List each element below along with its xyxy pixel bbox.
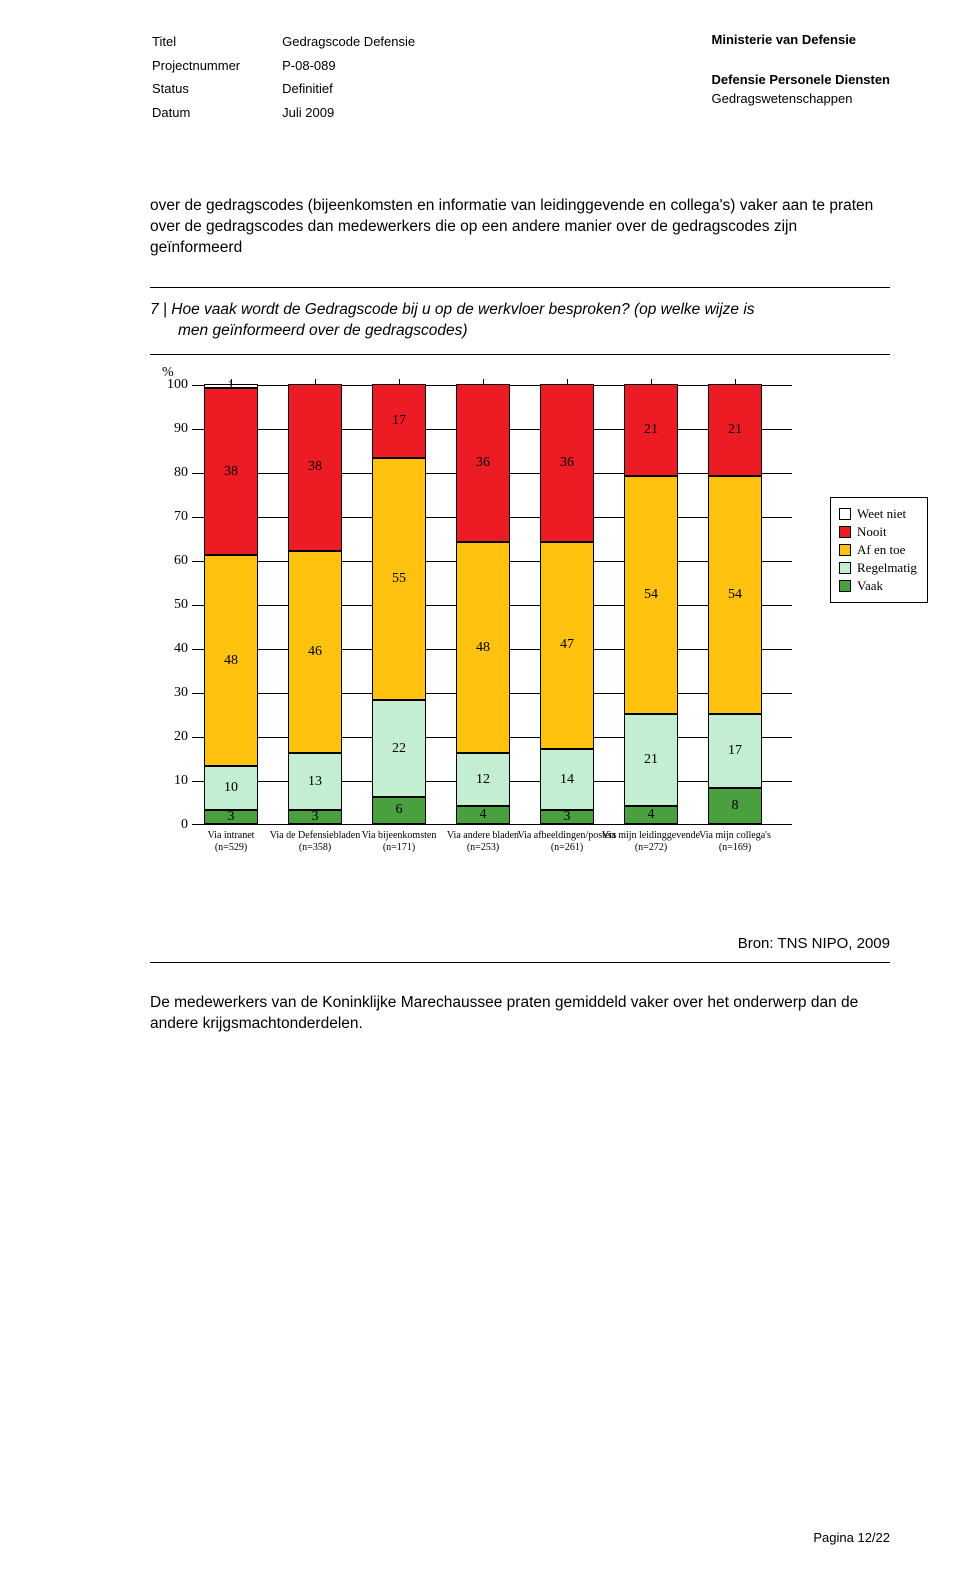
bar-value-label: 38 — [204, 464, 258, 480]
legend-item-weet_niet: Weet niet — [839, 506, 917, 522]
legend-label: Weet niet — [857, 506, 906, 522]
legend-label: Vaak — [857, 578, 883, 594]
legend-item-af_en_toe: Af en toe — [839, 542, 917, 558]
bar-value-label: 36 — [540, 455, 594, 471]
question-label: 7 | Hoe vaak wordt de Gedragscode bij u … — [150, 300, 890, 342]
legend-swatch — [839, 544, 851, 556]
bar-value-label: 10 — [204, 780, 258, 796]
y-tick-label: 100 — [160, 377, 188, 393]
y-tick-label: 40 — [160, 641, 188, 657]
bar-value-label: 21 — [624, 752, 678, 768]
legend-label: Regelmatig — [857, 560, 917, 576]
bar-value-label: 21 — [624, 422, 678, 438]
chart-legend: Weet niet Nooit Af en toe Regelmatig Vaak — [830, 497, 928, 603]
bar-value-label: 54 — [624, 587, 678, 603]
legend-item-regelmatig: Regelmatig — [839, 560, 917, 576]
chart-source-line: Bron: TNS NIPO, 2009 — [150, 935, 890, 952]
bar-value-label: 55 — [372, 571, 426, 587]
bar-value-label: 4 — [456, 807, 510, 823]
meta-status-value: Definitief — [282, 79, 455, 101]
legend-label: Nooit — [857, 524, 887, 540]
bar-column: 8175421Via mijn collega's(n=169) — [708, 385, 762, 824]
y-tick-label: 50 — [160, 597, 188, 613]
bar-value-label: 8 — [708, 798, 762, 814]
y-tick-label: 30 — [160, 685, 188, 701]
legend-item-nooit: Nooit — [839, 524, 917, 540]
bar-column: 6225517Via bijeenkomsten(n=171) — [372, 385, 426, 824]
bar-column: 3134638Via de Defensiebladen(n=358) — [288, 385, 342, 824]
legend-swatch — [839, 580, 851, 592]
bar-value-label: 4 — [624, 807, 678, 823]
meta-status-label: Status — [152, 79, 280, 101]
header-right-line1: Ministerie van Defensie — [712, 30, 890, 50]
y-tick-label: 80 — [160, 465, 188, 481]
divider-mid — [150, 354, 890, 355]
question-line2: men geïnformeerd over de gedragscodes) — [150, 321, 890, 342]
intro-paragraph: over de gedragscodes (bijeenkomsten en i… — [150, 196, 890, 259]
y-tick-label: 70 — [160, 509, 188, 525]
bar-column: 3144736Via afbeeldingen/posters(n=261) — [540, 385, 594, 824]
bar-value-label: 46 — [288, 644, 342, 660]
meta-titel-label: Titel — [152, 32, 280, 54]
meta-datum-value: Juli 2009 — [282, 103, 455, 125]
legend-swatch — [839, 508, 851, 520]
y-tick-label: 10 — [160, 773, 188, 789]
bar-column: 31048381Via intranet(n=529) — [204, 385, 258, 824]
legend-swatch — [839, 526, 851, 538]
header-right-line3: Gedragswetenschappen — [712, 89, 890, 109]
bar-value-label: 13 — [288, 774, 342, 790]
bar-value-label: 17 — [372, 413, 426, 429]
meta-titel-value: Gedragscode Defensie — [282, 32, 455, 54]
y-tick-label: 20 — [160, 729, 188, 745]
conclusion-paragraph: De medewerkers van de Koninklijke Marech… — [150, 993, 890, 1035]
divider-top — [150, 287, 890, 288]
bar-value-label: 17 — [708, 743, 762, 759]
y-tick-label: 60 — [160, 553, 188, 569]
bar-value-label: 48 — [456, 640, 510, 656]
bar-value-label: 3 — [288, 809, 342, 825]
bar-value-label: 21 — [708, 422, 762, 438]
bar-value-label: 14 — [540, 772, 594, 788]
meta-datum-label: Datum — [152, 103, 280, 125]
page-header: Titel Gedragscode Defensie Projectnummer… — [150, 30, 890, 126]
legend-swatch — [839, 562, 851, 574]
page-footer: Pagina 12/22 — [813, 1530, 890, 1545]
header-right-line2: Defensie Personele Diensten — [712, 70, 890, 90]
legend-label: Af en toe — [857, 542, 905, 558]
bar-value-label: 54 — [708, 587, 762, 603]
y-tick-label: 90 — [160, 421, 188, 437]
meta-projectnummer-label: Projectnummer — [152, 56, 280, 78]
meta-projectnummer-value: P-08-089 — [282, 56, 455, 78]
bar-column: 4124836Via andere bladen(n=253) — [456, 385, 510, 824]
bar-value-label: 6 — [372, 802, 426, 818]
bar-value-label: 12 — [456, 772, 510, 788]
bar-value-label: 48 — [204, 653, 258, 669]
bar-value-label: 22 — [372, 741, 426, 757]
bar-value-label: 3 — [540, 809, 594, 825]
header-right-block: Ministerie van Defensie Defensie Persone… — [712, 30, 890, 109]
question-line1: 7 | Hoe vaak wordt de Gedragscode bij u … — [150, 301, 755, 318]
chart-container: % 010203040506070809010031048381Via intr… — [150, 375, 890, 905]
divider-bottom — [150, 962, 890, 963]
bar-value-label: 1 — [204, 378, 258, 394]
bar-column: 4215421Via mijn leidinggevende(n=272) — [624, 385, 678, 824]
bar-value-label: 47 — [540, 637, 594, 653]
bar-value-label: 3 — [204, 809, 258, 825]
x-category-label: Via mijn collega's(n=169) — [685, 824, 785, 854]
bar-value-label: 38 — [288, 459, 342, 475]
header-meta-block: Titel Gedragscode Defensie Projectnummer… — [150, 30, 457, 126]
chart-plot-area: % 010203040506070809010031048381Via intr… — [192, 385, 792, 825]
legend-item-vaak: Vaak — [839, 578, 917, 594]
bar-value-label: 36 — [456, 455, 510, 471]
